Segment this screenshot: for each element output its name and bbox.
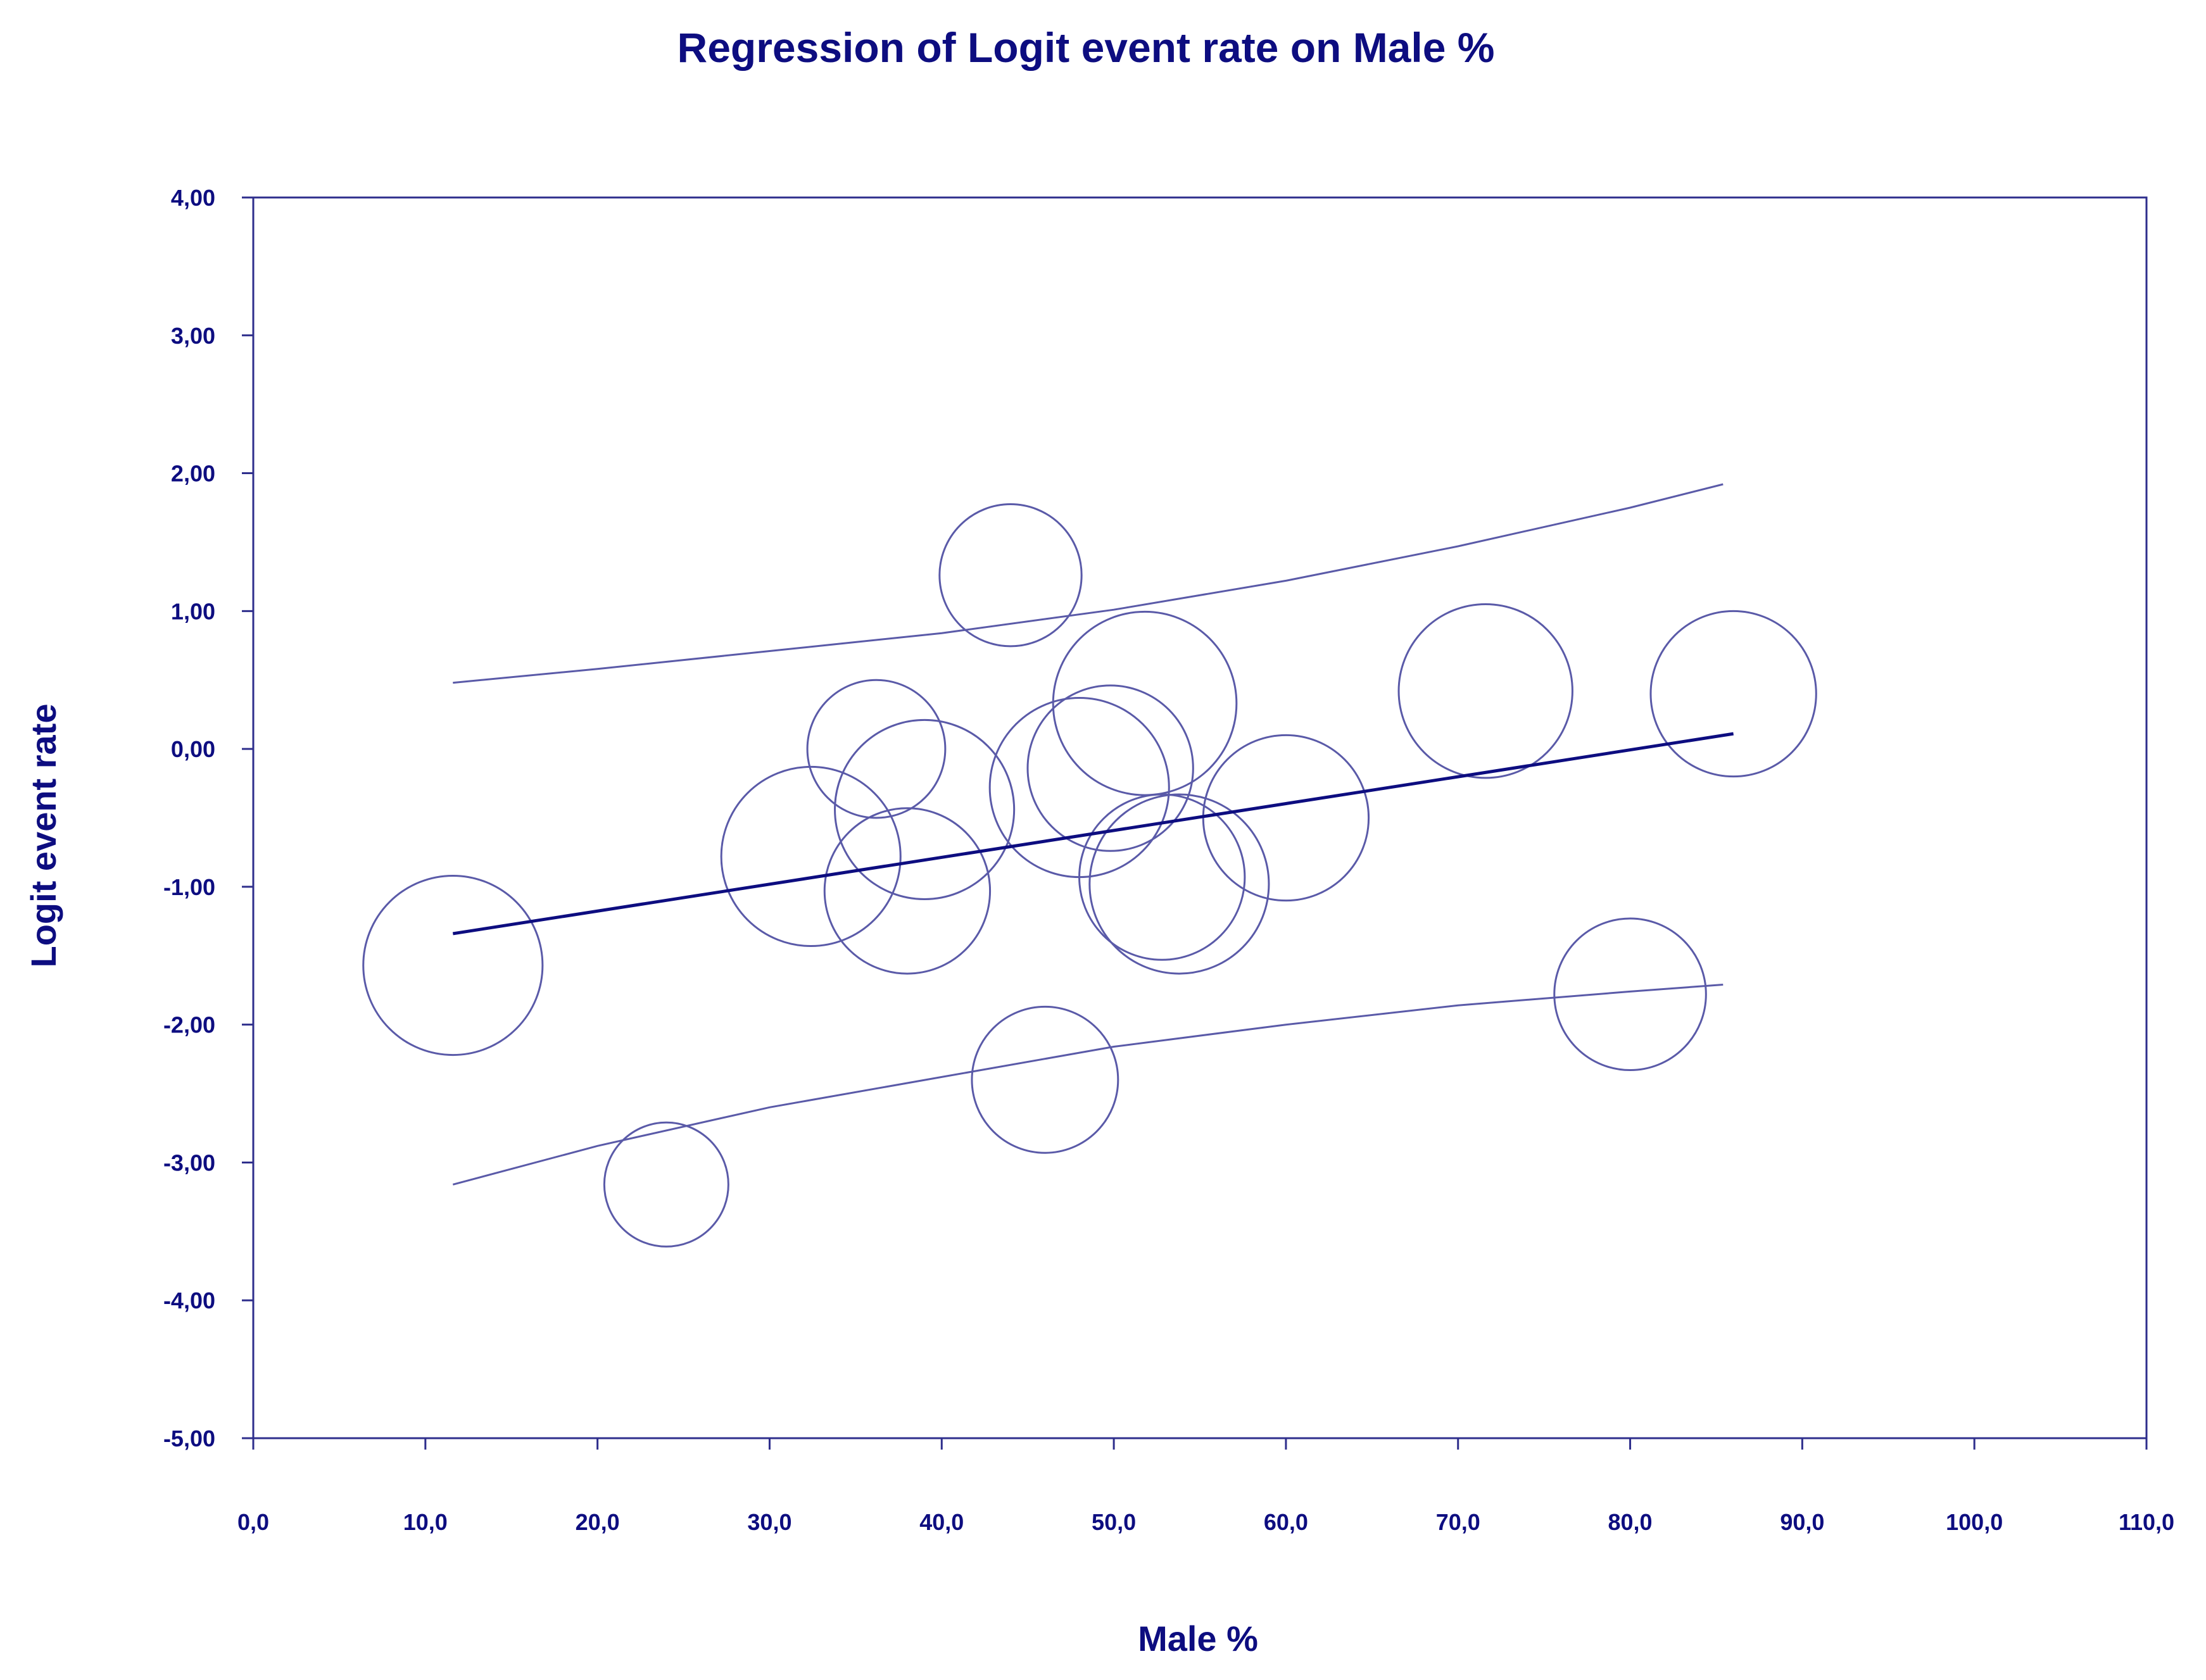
x-tick-label: 0,0 — [237, 1509, 269, 1535]
x-tick-label: 70,0 — [1436, 1509, 1480, 1535]
plot-area-frame — [252, 196, 2148, 1439]
y-tick-label: 4,00 — [171, 185, 215, 211]
x-tick-label: 80,0 — [1608, 1509, 1653, 1535]
y-tick-label: -1,00 — [163, 874, 215, 900]
data-point-bubble — [806, 679, 947, 819]
data-point-bubble — [1553, 917, 1707, 1072]
x-tick-label: 30,0 — [747, 1509, 791, 1535]
y-tick-label: -5,00 — [163, 1426, 215, 1451]
data-point-bubble — [823, 807, 992, 975]
x-tick-label: 110,0 — [2119, 1509, 2174, 1535]
x-tick-label: 10,0 — [403, 1509, 448, 1535]
data-point-bubble — [1052, 610, 1238, 796]
data-series — [362, 483, 1817, 1248]
y-tick-label: 1,00 — [171, 598, 215, 624]
y-axis-label: Logit event rate — [23, 704, 63, 968]
data-point-bubble — [1202, 734, 1370, 902]
chart-title: Regression of Logit event rate on Male % — [678, 24, 1495, 71]
y-axis: 4,00 3,00 2,00 1,00 0,00 -1,00 -2,00 -3,00 -4,00… — [163, 185, 253, 1451]
y-tick-label: 3,00 — [171, 323, 215, 349]
data-point-bubble — [1088, 793, 1270, 975]
x-tick-label: 60,0 — [1264, 1509, 1308, 1535]
data-point-bubble — [603, 1121, 729, 1248]
y-tick-label: -4,00 — [163, 1288, 215, 1313]
data-point-bubble — [1649, 610, 1817, 778]
lower-confidence-line — [452, 984, 1724, 1186]
data-point-bubble — [1078, 793, 1246, 961]
regression-line — [452, 732, 1734, 936]
data-point-bubble — [988, 697, 1170, 879]
x-tick-label: 40,0 — [919, 1509, 964, 1535]
y-tick-label: -2,00 — [163, 1012, 215, 1038]
x-axis: 0,0 10,0 20,0 30,0 40,0 50,0 60,0 70,0 80,0 90,0 1… — [237, 1438, 2174, 1535]
upper-confidence-line — [453, 483, 1724, 684]
data-point-bubble — [971, 1005, 1119, 1154]
data-point-bubble — [362, 874, 544, 1056]
x-tick-label: 90,0 — [1780, 1509, 1824, 1535]
y-tick-label: 0,00 — [171, 736, 215, 762]
x-tick-label: 100,0 — [1946, 1509, 2003, 1535]
data-point-bubble — [1026, 684, 1194, 852]
data-point-bubble — [834, 718, 1016, 900]
y-tick-label: -3,00 — [163, 1150, 215, 1175]
x-tick-label: 50,0 — [1092, 1509, 1136, 1535]
data-point-bubble — [720, 765, 902, 948]
data-point-bubble — [938, 503, 1083, 648]
y-tick-label: 2,00 — [171, 461, 215, 487]
x-axis-label: Male % — [1138, 1619, 1258, 1658]
data-point-bubble — [1397, 603, 1573, 779]
x-tick-label: 20,0 — [576, 1509, 620, 1535]
